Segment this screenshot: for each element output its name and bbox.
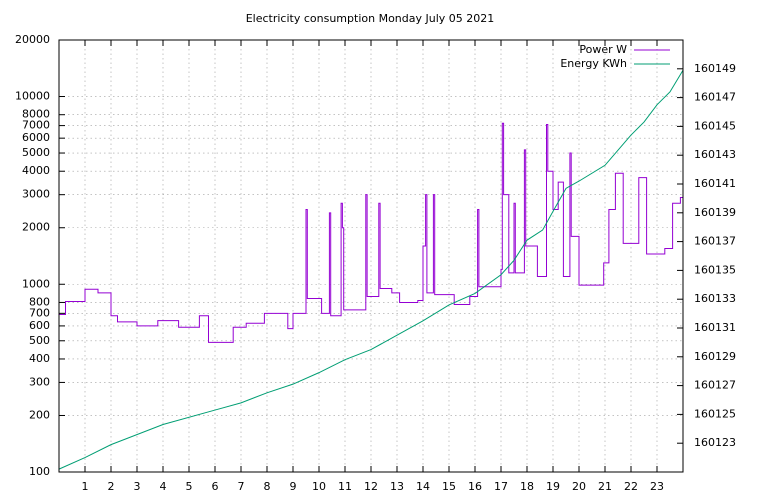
x-tick-label: 23 [650, 480, 664, 493]
y2-tick-label: 160131 [694, 321, 736, 334]
x-tick-label: 20 [572, 480, 586, 493]
y-tick-label: 400 [29, 352, 50, 365]
y-tick-label: 6000 [22, 131, 50, 144]
y2-tick-label: 160147 [694, 91, 736, 104]
y2-tick-label: 160141 [694, 177, 736, 190]
y-tick-label: 7000 [22, 119, 50, 132]
y2-tick-label: 160139 [694, 206, 736, 219]
legend-label: Energy KWh [560, 57, 627, 70]
chart-title: Electricity consumption Monday July 05 2… [246, 12, 495, 25]
y-tick-label: 800 [29, 295, 50, 308]
y2-tick-label: 160125 [694, 407, 736, 420]
x-tick-label: 22 [624, 480, 638, 493]
y2-tick-label: 160135 [694, 263, 736, 276]
series-line [59, 122, 683, 343]
y-tick-label: 200 [29, 408, 50, 421]
x-tick-label: 15 [442, 480, 456, 493]
y-tick-label: 4000 [22, 164, 50, 177]
x-tick-label: 16 [468, 480, 482, 493]
x-tick-label: 10 [312, 480, 326, 493]
legend-label: Power W [579, 43, 627, 56]
y-tick-label: 20000 [15, 33, 50, 46]
y2-tick-label: 160133 [694, 292, 736, 305]
x-tick-label: 14 [416, 480, 430, 493]
y-tick-label: 3000 [22, 188, 50, 201]
y2-tick-label: 160129 [694, 350, 736, 363]
y-tick-label: 10000 [15, 90, 50, 103]
y2-tick-label: 160123 [694, 436, 736, 449]
x-tick-label: 4 [160, 480, 167, 493]
y2-tick-label: 160145 [694, 119, 736, 132]
y-tick-label: 300 [29, 375, 50, 388]
x-tick-label: 5 [186, 480, 193, 493]
x-tick-label: 3 [134, 480, 141, 493]
x-tick-label: 11 [338, 480, 352, 493]
x-tick-label: 21 [598, 480, 612, 493]
y2-tick-label: 160149 [694, 62, 736, 75]
y-tick-label: 100 [29, 465, 50, 478]
x-tick-label: 2 [108, 480, 115, 493]
x-tick-label: 17 [494, 480, 508, 493]
x-tick-label: 1 [82, 480, 89, 493]
y-tick-label: 8000 [22, 108, 50, 121]
x-tick-label: 6 [212, 480, 219, 493]
x-tick-label: 9 [290, 480, 297, 493]
x-tick-label: 8 [264, 480, 271, 493]
x-tick-label: 13 [390, 480, 404, 493]
series-line [58, 69, 684, 470]
x-tick-label: 19 [546, 480, 560, 493]
x-tick-label: 12 [364, 480, 378, 493]
y-tick-label: 500 [29, 334, 50, 347]
x-tick-label: 18 [520, 480, 534, 493]
plot-frame [58, 39, 684, 473]
y-tick-label: 2000 [22, 221, 50, 234]
y2-tick-label: 160143 [694, 148, 736, 161]
y-tick-label: 5000 [22, 146, 50, 159]
y-tick-label: 1000 [22, 277, 50, 290]
y2-tick-label: 160127 [694, 379, 736, 392]
y-tick-label: 700 [29, 306, 50, 319]
y2-tick-label: 160137 [694, 235, 736, 248]
x-tick-label: 7 [238, 480, 245, 493]
y-tick-label: 600 [29, 319, 50, 332]
